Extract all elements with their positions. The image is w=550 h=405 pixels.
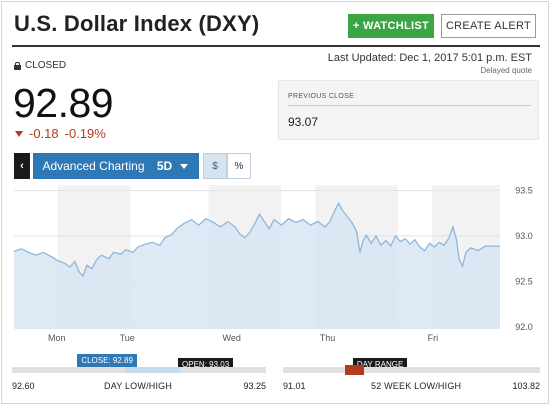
day-range-fill xyxy=(125,367,181,373)
day-range-marker xyxy=(344,365,364,375)
day-high: 93.25 xyxy=(243,381,266,391)
x-tick-label: Mon xyxy=(48,333,66,343)
advanced-charting-button[interactable]: Advanced Charting xyxy=(33,153,154,179)
chevron-down-icon xyxy=(180,163,189,169)
create-alert-button[interactable]: CREATE ALERT xyxy=(441,14,536,38)
time-range-dropdown[interactable]: 5D xyxy=(146,153,199,179)
previous-close-value: 93.07 xyxy=(288,115,319,129)
day-low: 92.60 xyxy=(12,381,35,391)
delayed-quote-note: Delayed quote xyxy=(480,66,532,75)
x-tick-label: Thu xyxy=(320,333,336,343)
time-range-value: 5D xyxy=(156,159,173,173)
day-range-widget: CLOSE: 92.89 OPEN: 93.03 92.60 DAY LOW/H… xyxy=(12,354,266,404)
percent-mode-toggle[interactable]: % xyxy=(227,153,251,179)
lock-icon xyxy=(14,61,21,70)
chevron-left-icon[interactable]: ‹ xyxy=(14,153,30,179)
x-tick-label: Fri xyxy=(428,333,439,343)
previous-close-box: PREVIOUS CLOSE 93.07 xyxy=(278,80,539,140)
change-percent: -0.19% xyxy=(64,126,106,141)
change-points: -0.18 xyxy=(29,126,59,141)
week52-high: 103.82 xyxy=(512,381,540,391)
page-title: U.S. Dollar Index (DXY) xyxy=(14,11,260,36)
price-line xyxy=(14,201,500,278)
market-status: CLOSED xyxy=(14,60,66,71)
day-range-label: DAY LOW/HIGH xyxy=(104,381,173,391)
week52-range-track xyxy=(283,365,540,375)
x-tick-label: Tue xyxy=(120,333,135,343)
previous-close-divider xyxy=(288,105,531,106)
dollar-mode-toggle[interactable]: $ xyxy=(203,153,227,179)
down-arrow-icon xyxy=(15,130,23,137)
x-axis-labels: Mon Tue Wed Thu Fri xyxy=(48,333,438,343)
price-change: -0.18 -0.19% xyxy=(15,126,106,141)
previous-close-label: PREVIOUS CLOSE xyxy=(288,93,355,100)
week52-range-label: 52 WEEK LOW/HIGH xyxy=(371,381,462,391)
y-tick-label: 93.0 xyxy=(515,231,533,241)
close-tag: CLOSE: 92.89 xyxy=(77,354,137,367)
y-tick-label: 92.0 xyxy=(515,322,533,332)
week52-range-widget: DAY RANGE 91.01 52 WEEK LOW/HIGH 103.82 xyxy=(283,354,540,404)
y-tick-label: 93.5 xyxy=(515,185,533,195)
price-chart[interactable]: 92.0 92.5 93.0 93.5 Mon Tue Wed Thu Fri xyxy=(14,183,540,345)
price-area xyxy=(14,203,500,329)
y-axis-labels: 92.0 92.5 93.0 93.5 xyxy=(515,185,533,332)
add-to-watchlist-button[interactable]: + WATCHLIST xyxy=(348,14,434,38)
y-tick-label: 92.5 xyxy=(515,277,533,287)
x-tick-label: Wed xyxy=(223,333,241,343)
week52-low: 91.01 xyxy=(283,381,306,391)
market-status-label: CLOSED xyxy=(25,60,67,71)
day-range-track xyxy=(12,367,266,373)
last-price: 92.89 xyxy=(13,80,114,126)
last-updated: Last Updated: Dec 1, 2017 5:01 p.m. EST xyxy=(327,52,532,64)
header-divider xyxy=(12,45,540,47)
